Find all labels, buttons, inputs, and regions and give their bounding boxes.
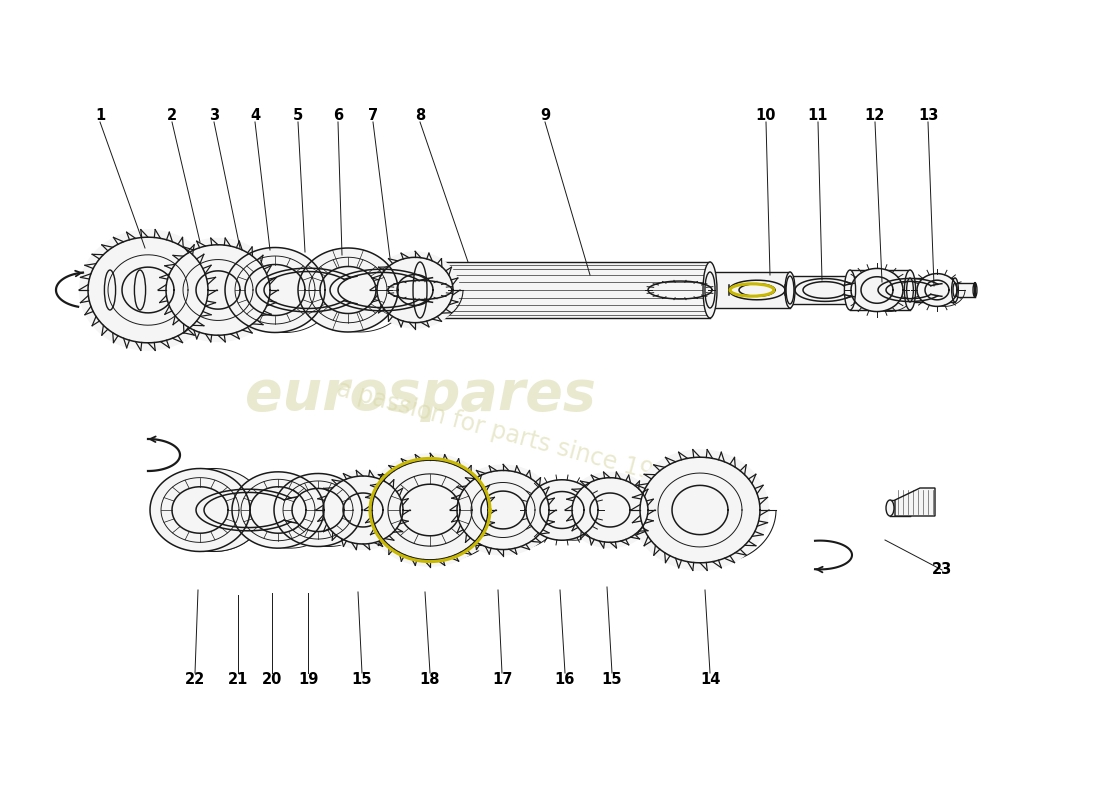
Text: 11: 11 [807,107,828,122]
Ellipse shape [158,238,278,342]
Ellipse shape [845,270,856,310]
Ellipse shape [974,283,977,297]
Ellipse shape [150,469,250,551]
Ellipse shape [232,472,324,548]
Ellipse shape [364,454,496,566]
Text: 23: 23 [932,562,953,578]
Ellipse shape [705,272,715,308]
Text: 13: 13 [917,107,938,122]
Text: 5: 5 [293,107,304,122]
Text: 17: 17 [492,673,513,687]
Text: 21: 21 [228,673,249,687]
Ellipse shape [786,276,794,304]
Text: 16: 16 [554,673,575,687]
Ellipse shape [952,278,958,302]
Text: eurospares: eurospares [244,368,595,422]
Ellipse shape [370,251,460,329]
Text: a passion for parts since 1985: a passion for parts since 1985 [334,377,685,493]
Text: 7: 7 [367,107,378,122]
Text: 19: 19 [298,673,318,687]
Text: 4: 4 [250,107,260,122]
Text: 15: 15 [352,673,372,687]
Text: 2: 2 [167,107,177,122]
Text: 6: 6 [333,107,343,122]
Polygon shape [895,488,935,516]
Text: 15: 15 [602,673,623,687]
Ellipse shape [953,283,957,297]
Ellipse shape [851,269,903,311]
Text: 9: 9 [540,107,550,122]
Ellipse shape [134,270,145,310]
Ellipse shape [226,247,324,333]
Ellipse shape [906,500,914,516]
Ellipse shape [79,230,217,350]
Ellipse shape [904,270,915,310]
Text: 20: 20 [262,673,283,687]
Ellipse shape [526,480,598,540]
Ellipse shape [886,500,894,516]
Text: 22: 22 [185,673,205,687]
Ellipse shape [846,276,854,304]
Ellipse shape [298,248,398,332]
Ellipse shape [631,450,769,570]
Ellipse shape [104,270,116,310]
Ellipse shape [906,278,913,302]
Ellipse shape [785,272,795,308]
Text: 3: 3 [209,107,219,122]
Text: 14: 14 [700,673,720,687]
Text: 8: 8 [415,107,425,122]
Ellipse shape [703,262,717,318]
Text: 18: 18 [420,673,440,687]
Ellipse shape [565,472,654,548]
Ellipse shape [412,262,427,318]
Ellipse shape [274,474,362,546]
Ellipse shape [164,469,264,551]
Ellipse shape [450,465,556,555]
Text: 10: 10 [756,107,777,122]
Text: 1: 1 [95,107,106,122]
Ellipse shape [917,274,957,306]
Ellipse shape [316,470,410,550]
Ellipse shape [729,280,785,300]
Text: 12: 12 [865,107,886,122]
